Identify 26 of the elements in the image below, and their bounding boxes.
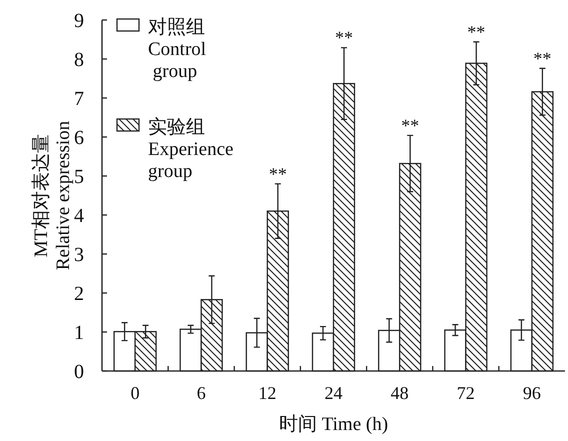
y-tick-label: 1 bbox=[74, 322, 84, 344]
legend-label: 实验组 Experience group bbox=[148, 116, 234, 182]
y-axis-title: MT相对表达量 Relative expression bbox=[31, 120, 74, 270]
annotation: ** bbox=[268, 164, 287, 184]
y-tick-label: 7 bbox=[74, 88, 84, 110]
x-tick-label: 48 bbox=[390, 383, 409, 403]
annotation: ** bbox=[467, 22, 486, 42]
y-tick-label: 9 bbox=[74, 10, 84, 32]
y-tick-label: 4 bbox=[74, 205, 84, 227]
y-tick-label: 5 bbox=[74, 166, 84, 188]
y-tick-label: 2 bbox=[74, 283, 84, 305]
y-tick-label: 3 bbox=[74, 244, 84, 266]
annotation: ** bbox=[533, 48, 552, 68]
x-tick-label: 12 bbox=[258, 383, 276, 403]
x-axis-title: 时间 Time (h) bbox=[278, 414, 388, 435]
x-tick-label: 96 bbox=[522, 383, 541, 403]
x-tick-label: 0 bbox=[130, 383, 140, 403]
x-tick-label: 24 bbox=[324, 383, 342, 403]
y-tick-label: 8 bbox=[74, 49, 84, 71]
legend-label: 对照组 Control group bbox=[148, 17, 206, 82]
x-tick-label: 6 bbox=[196, 383, 206, 403]
y-tick-label: 0 bbox=[74, 361, 84, 383]
annotation: ** bbox=[335, 28, 353, 48]
y-tick-label: 6 bbox=[74, 127, 84, 149]
annotation: ** bbox=[401, 115, 420, 136]
x-tick-label: 72 bbox=[456, 383, 475, 403]
